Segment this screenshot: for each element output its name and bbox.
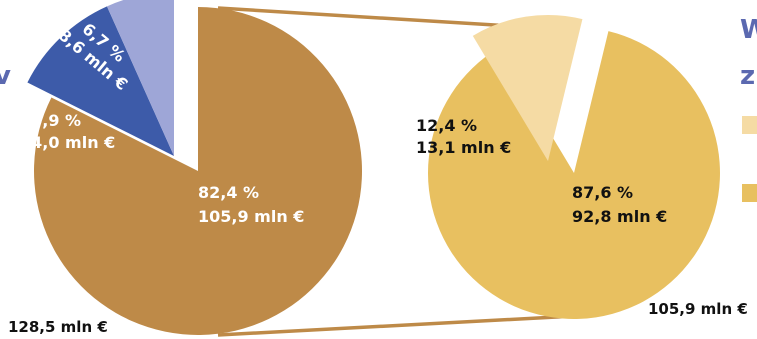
right-pie-slice-light bbox=[472, 14, 583, 162]
left-pie-slice-main bbox=[34, 7, 363, 335]
right-pie-total: 105,9 mln € bbox=[648, 300, 748, 318]
left-pie-blue-label: 10,9 % 14,0 mln € bbox=[20, 111, 115, 152]
left-pie-slice-blue bbox=[27, 6, 174, 156]
right-pie-light-label: 12,4 % 13,1 mln € bbox=[416, 116, 511, 157]
right-pie: 87,6 % 92,8 mln € 12,4 % 13,1 mln € 105,… bbox=[416, 14, 748, 319]
legend-marker-gold bbox=[742, 184, 757, 202]
legend-title-line-2: z bbox=[740, 61, 755, 91]
connector-line-bottom bbox=[217, 314, 576, 337]
left-main-percent: 82,4 % bbox=[198, 183, 259, 202]
legend-marker-light bbox=[742, 116, 757, 134]
left-main-amount: 105,9 mln € bbox=[198, 207, 304, 226]
right-pie-main-label: 87,6 % 92,8 mln € bbox=[572, 183, 667, 226]
left-edge-partial-text: v bbox=[0, 61, 11, 91]
right-main-percent: 87,6 % bbox=[572, 183, 633, 202]
right-pie-slice-main bbox=[427, 31, 720, 319]
right-light-amount: 13,1 mln € bbox=[416, 138, 511, 157]
left-pie: 82,4 % 105,9 mln € 10,9 % 14,0 mln € 6,7… bbox=[8, 0, 363, 336]
left-blue-amount: 14,0 mln € bbox=[20, 133, 115, 152]
right-light-percent: 12,4 % bbox=[416, 116, 477, 135]
legend-title-line-1: W bbox=[740, 15, 757, 45]
left-blue-percent: 10,9 % bbox=[20, 111, 81, 130]
left-pie-main-label: 82,4 % 105,9 mln € bbox=[198, 183, 304, 226]
left-pie-slice-lavender bbox=[106, 0, 174, 156]
legend: W z bbox=[740, 15, 757, 202]
left-pie-total: 128,5 mln € bbox=[8, 318, 108, 336]
right-main-amount: 92,8 mln € bbox=[572, 207, 667, 226]
